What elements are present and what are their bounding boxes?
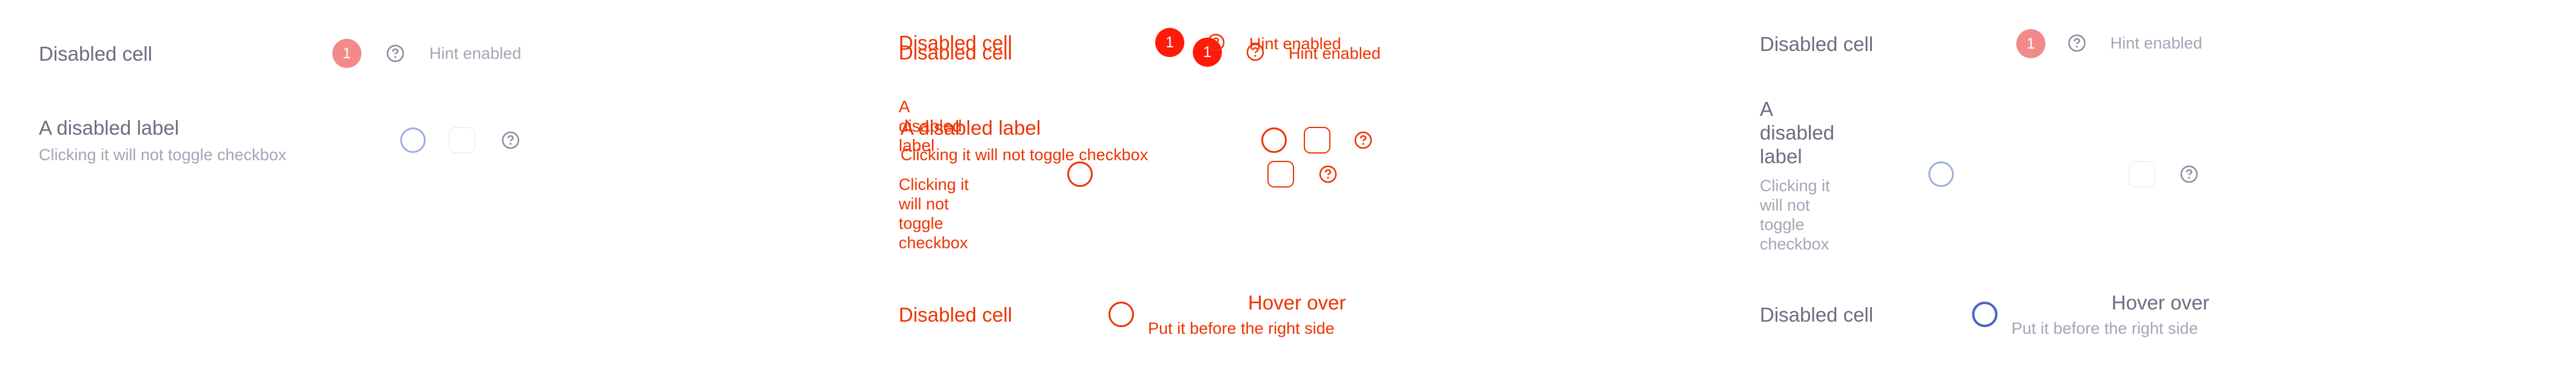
- right-subtitle: Put it before the right side: [2011, 319, 2198, 337]
- count-badge: 1: [2016, 29, 2045, 58]
- radio-button: [1067, 161, 1093, 187]
- disabled-sublabel: Clicking it will not toggle checkbox: [901, 146, 1149, 164]
- question-circle-icon[interactable]: [1246, 43, 1264, 61]
- radio-button: [1928, 161, 1954, 187]
- checkbox-overlay: [1267, 161, 1294, 188]
- question-circle-icon[interactable]: [386, 44, 404, 63]
- question-circle-icon[interactable]: [1319, 165, 1337, 183]
- count-badge: 1: [332, 39, 361, 68]
- checkbox: [1304, 127, 1330, 154]
- disabled-sublabel: Clicking it will not toggle checkbox: [39, 146, 287, 164]
- hint-text: Hint enabled: [1249, 35, 1341, 53]
- count-badge: 1: [1155, 28, 1184, 57]
- cell-label-overlay: Disabled cell: [899, 41, 1013, 64]
- cell-label: Disabled cell: [1760, 303, 1874, 326]
- radio-button-overlay: [1261, 127, 1287, 153]
- question-circle-icon[interactable]: [1354, 131, 1372, 149]
- right-panel: Disabled cell 1 Hint enabled A disabled …: [1728, 0, 2576, 369]
- hint-text-overlay: Hint enabled: [1289, 44, 1381, 63]
- question-circle-icon[interactable]: [2180, 165, 2198, 183]
- hint-text: Hint enabled: [2110, 34, 2202, 52]
- cell-label: Disabled cell: [899, 303, 1013, 326]
- disabled-label: A disabled label: [1760, 98, 1834, 168]
- cell-label: Disabled cell: [39, 42, 153, 65]
- middle-panel: Disabled cell Disabled cell 1 1 Hint ena…: [855, 0, 1722, 369]
- radio-button[interactable]: [1109, 302, 1134, 327]
- disabled-label: A disabled label: [39, 117, 179, 139]
- cell-label: Disabled cell: [899, 32, 1013, 54]
- right-title: Hover over: [2111, 291, 2210, 314]
- right-title: Hover over: [1248, 291, 1346, 314]
- radio-button[interactable]: [1972, 302, 1997, 327]
- right-subtitle: Put it before the right side: [1148, 319, 1335, 337]
- radio-button: [400, 127, 426, 153]
- hint-text: Hint enabled: [429, 44, 522, 63]
- checkbox: [449, 127, 475, 154]
- cell-label: Disabled cell: [1760, 33, 1874, 55]
- disabled-sublabel-wrapped: Clicking it will not toggle checkbox: [899, 175, 969, 252]
- question-circle-icon[interactable]: [501, 131, 520, 149]
- checkbox: [2128, 161, 2155, 188]
- disabled-label: A disabled label: [901, 117, 1041, 139]
- left-panel: Disabled cell 1 Hint enabled A disabled …: [0, 0, 849, 369]
- question-circle-icon[interactable]: [1207, 33, 1225, 52]
- question-circle-icon[interactable]: [2068, 34, 2086, 52]
- disabled-sublabel: Clicking it will not toggle checkbox: [1760, 177, 1830, 253]
